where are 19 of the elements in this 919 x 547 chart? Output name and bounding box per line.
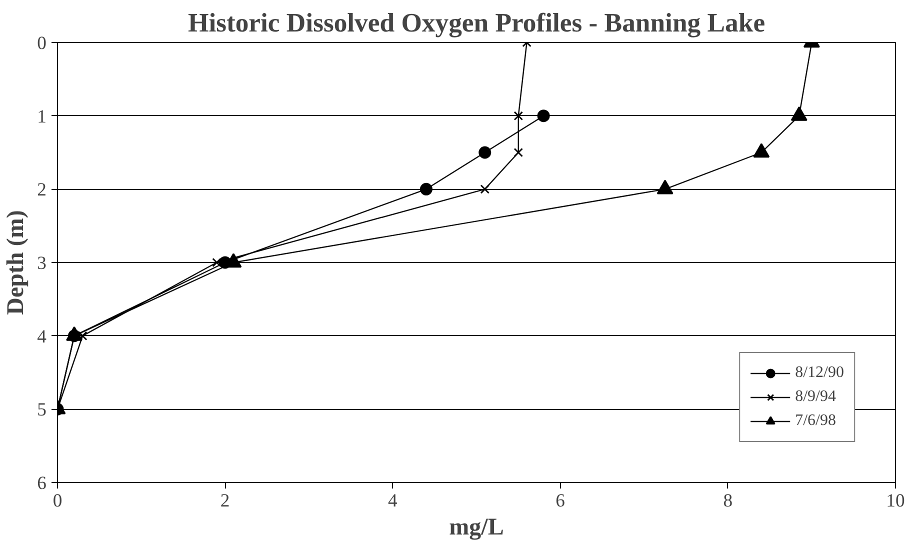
chart-title: Historic Dissolved Oxygen Profiles - Banning Lake	[188, 8, 766, 38]
x-tick-label: 0	[52, 490, 62, 512]
y-tick-label: 3	[37, 253, 46, 274]
y-tick-label: 1	[37, 106, 46, 128]
legend-label: 7/6/98	[795, 412, 836, 430]
legend-label: 8/9/94	[795, 388, 836, 406]
x-tick-label: 4	[388, 490, 398, 512]
y-tick-label: 4	[37, 326, 48, 348]
x-axis-title: mg/L	[449, 514, 504, 540]
y-axis-title: Depth (m)	[3, 210, 30, 315]
x-tick-label: 10	[886, 490, 905, 512]
legend-label: 8/12/90	[795, 364, 844, 382]
x-tick-label: 6	[556, 490, 565, 512]
y-tick-label: 0	[37, 33, 46, 54]
y-tick-label: 2	[37, 180, 46, 201]
y-tick-label: 5	[37, 400, 46, 421]
x-tick-label: 2	[220, 490, 230, 512]
y-tick-label: 6	[37, 473, 46, 494]
x-tick-label: 8	[723, 490, 733, 512]
